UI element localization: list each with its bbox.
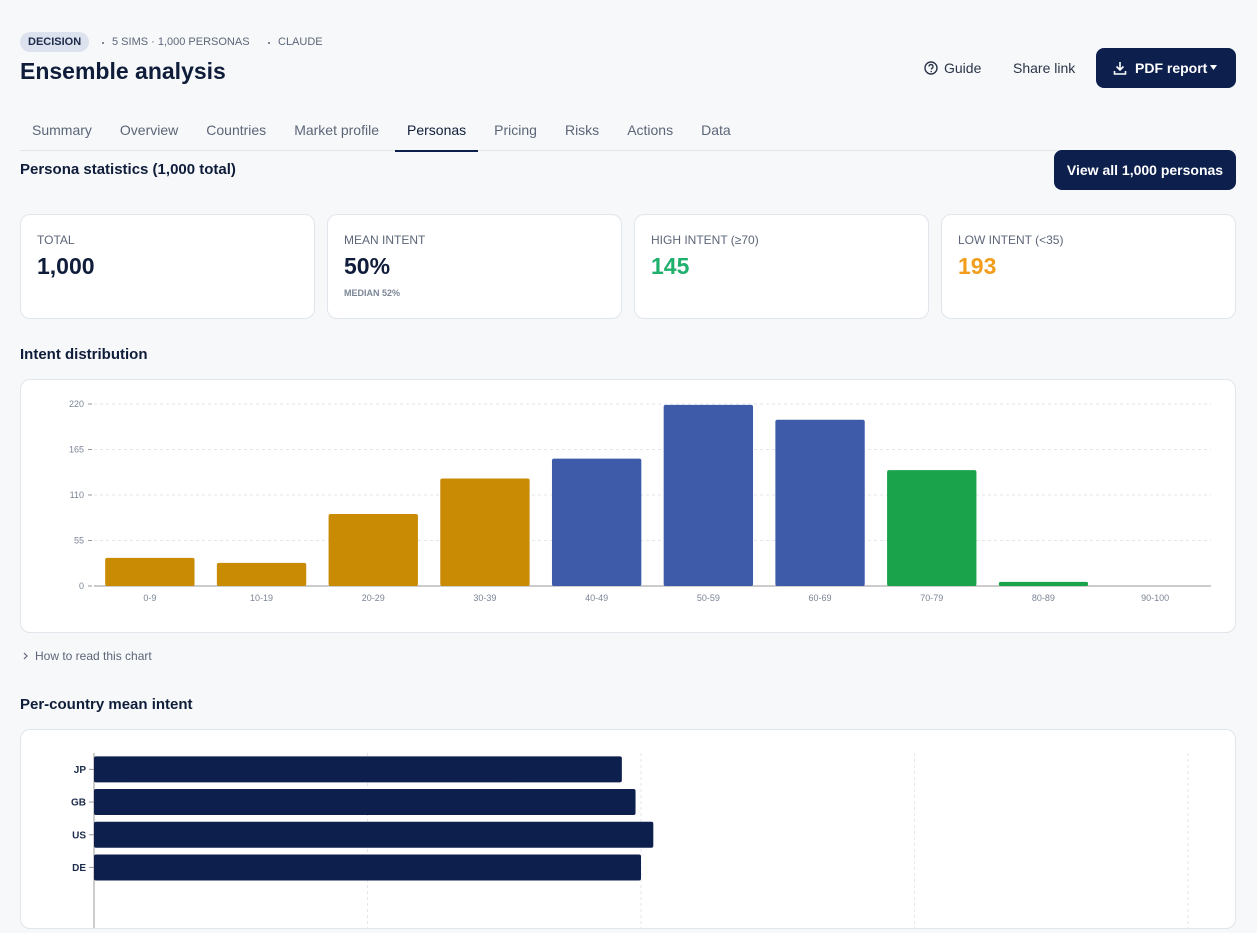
x-tick-label: 70-79 xyxy=(920,593,943,603)
tab[interactable]: Market profile xyxy=(294,122,379,138)
y-tick-label: 0 xyxy=(79,581,84,591)
x-tick-label: 90-100 xyxy=(1141,593,1169,603)
meta: 5 SIMS · 1,000 PERSONAS xyxy=(112,36,250,48)
stat-sub: MEDIAN 52% xyxy=(344,288,401,298)
bar xyxy=(887,470,977,586)
stat-card: TOTAL 1,000 xyxy=(20,214,315,319)
tab[interactable]: Pricing xyxy=(494,122,537,138)
download-icon xyxy=(1113,62,1127,75)
section-title: Per-country mean intent xyxy=(20,696,193,713)
separator xyxy=(268,42,270,44)
tab[interactable]: Personas xyxy=(395,114,479,152)
y-tick-label: 110 xyxy=(70,490,84,500)
guide-icon xyxy=(924,61,938,75)
intent-chart: 0 55 110 165 220 0-9 10-19 20-29 30-39 40-49 50-59… xyxy=(69,399,1211,603)
tab-bar: Summary Overview Countries Market profile Pe… xyxy=(20,114,1236,152)
tab[interactable]: Summary xyxy=(32,122,92,138)
y-tick-label: 220 xyxy=(69,399,84,409)
bar xyxy=(998,581,1089,586)
section-title: Intent distribution xyxy=(20,346,148,363)
tab[interactable]: Risks xyxy=(564,122,600,138)
stat-value: 145 xyxy=(651,253,690,279)
country-chart: JP GB US DE xyxy=(71,753,1189,930)
caret xyxy=(1210,65,1217,70)
x-tick-label: 80-89 xyxy=(1032,593,1055,603)
bar xyxy=(328,514,418,586)
tab[interactable]: Data xyxy=(701,122,731,138)
x-tick-label: 30-39 xyxy=(473,593,496,603)
stat-value: 50% xyxy=(344,253,391,279)
x-tick-label: 20-29 xyxy=(362,593,385,603)
stat-card: LOW INTENT (<35) 193 xyxy=(941,214,1236,319)
bar xyxy=(216,562,307,586)
bar xyxy=(663,404,754,586)
bar xyxy=(94,789,636,816)
separator xyxy=(102,42,104,44)
x-tick-label: 60-69 xyxy=(809,593,832,603)
y-tick-label: GB xyxy=(71,798,86,809)
chart-card: JP GB US DE xyxy=(20,729,1236,930)
page-title: Ensemble analysis xyxy=(20,58,226,84)
chart-card: 0 55 110 165 220 0-9 10-19 20-29 30-39 40-49 50-59… xyxy=(20,379,1236,633)
share-link-button[interactable]: Share link xyxy=(1013,60,1076,76)
pdf-report-label: PDF report xyxy=(1135,60,1208,76)
stat-label: TOTAL xyxy=(37,233,75,247)
stat-label: LOW INTENT (<35) xyxy=(958,233,1064,247)
guide-button[interactable]: Guide xyxy=(944,60,982,76)
section-title: Persona statistics (1,000 total) xyxy=(20,161,236,178)
bar xyxy=(105,557,195,586)
tab[interactable]: Actions xyxy=(627,122,674,138)
help-toggle[interactable]: How to read this chart xyxy=(35,649,152,663)
chevron xyxy=(23,652,28,660)
stat-label: HIGH INTENT (≥70) xyxy=(651,233,759,247)
y-tick-label: 55 xyxy=(74,536,84,546)
x-tick-label: 50-59 xyxy=(697,593,720,603)
bar xyxy=(94,821,654,848)
badge: DECISION xyxy=(20,32,90,52)
stat-card: MEAN INTENT 50% MEDIAN 52% xyxy=(327,214,622,319)
tab[interactable]: Countries xyxy=(206,122,267,138)
bar xyxy=(440,478,530,586)
tab[interactable]: Overview xyxy=(119,122,179,138)
pdf-report-button[interactable]: PDF report xyxy=(1096,48,1236,88)
stat-label: MEAN INTENT xyxy=(344,233,426,247)
bar xyxy=(94,854,641,881)
meta: CLAUDE xyxy=(278,36,323,48)
bar xyxy=(94,756,622,783)
stat-value: 1,000 xyxy=(37,253,95,279)
bar xyxy=(551,458,642,586)
x-tick-label: 40-49 xyxy=(585,593,608,603)
x-tick-label: 10-19 xyxy=(250,593,273,603)
view-all-button[interactable]: View all 1,000 personas xyxy=(1054,150,1236,190)
y-tick-label: JP xyxy=(74,765,87,776)
page: DECISION 5 SIMS · 1,000 PERSONAS CLAUDE … xyxy=(20,32,1236,930)
bar xyxy=(775,419,865,586)
stat-card: HIGH INTENT (≥70) 145 xyxy=(634,214,929,319)
y-tick-label: 165 xyxy=(69,445,84,455)
y-tick-label: US xyxy=(72,830,86,841)
stat-value: 193 xyxy=(958,253,997,279)
x-tick-label: 0-9 xyxy=(143,593,156,603)
y-tick-label: DE xyxy=(72,863,86,874)
